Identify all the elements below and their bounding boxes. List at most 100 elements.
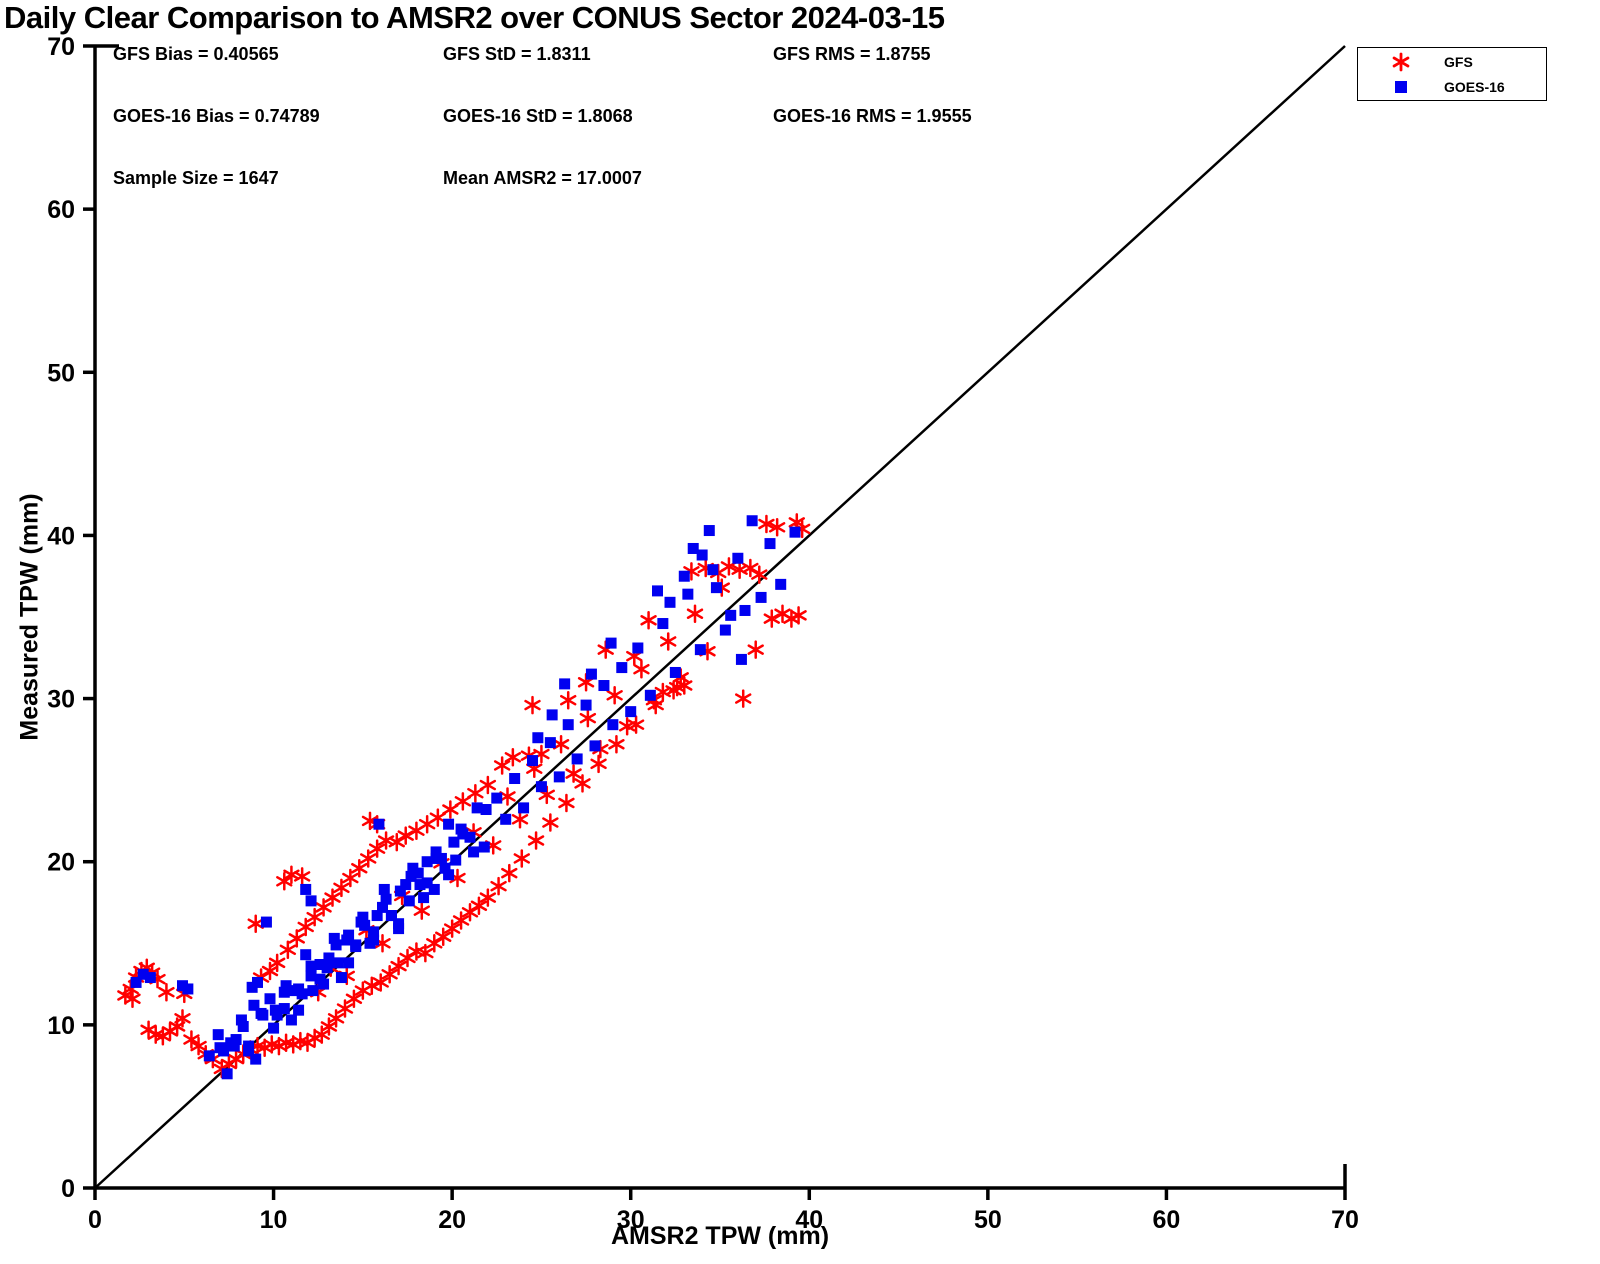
- gfs-point: [293, 867, 311, 886]
- gfs-point: [527, 831, 545, 850]
- goes16-point: [707, 564, 719, 576]
- goes16-point: [225, 1037, 237, 1049]
- goes16-point: [332, 957, 344, 969]
- gfs-point: [524, 695, 541, 715]
- gfs-point: [342, 868, 359, 888]
- goes16-point: [300, 883, 312, 895]
- goes16-point: [664, 596, 676, 608]
- goes16-point: [491, 792, 503, 804]
- gfs-point: [542, 813, 559, 832]
- goes16-point: [323, 952, 335, 964]
- x-tick-label: 0: [88, 1206, 102, 1234]
- goes16-point: [735, 653, 747, 665]
- stat-mean-amsr2: Mean AMSR2 = 17.0007: [443, 168, 642, 188]
- goes16-point: [443, 869, 455, 881]
- goes16-point: [314, 958, 326, 970]
- gfs-point: [590, 754, 607, 774]
- goes16-point: [268, 1022, 280, 1034]
- goes16-point: [562, 719, 574, 731]
- goes16-point: [371, 910, 383, 922]
- goes16-point: [405, 870, 417, 882]
- goes16-point: [335, 972, 347, 984]
- gfs-point: [429, 808, 447, 827]
- goes16-point: [559, 678, 571, 690]
- x-tick-label: 40: [795, 1206, 823, 1234]
- gfs-point: [501, 863, 518, 883]
- goes16-point: [307, 985, 319, 997]
- goes16-point: [725, 609, 737, 621]
- gfs-point: [351, 858, 368, 878]
- gfs-point: [479, 888, 497, 907]
- gfs-point: [511, 810, 529, 829]
- gfs-point: [327, 1009, 345, 1028]
- goes16-point: [144, 972, 156, 984]
- goes16-point: [500, 813, 512, 825]
- gfs-point: [774, 604, 791, 623]
- goes16-point: [400, 879, 412, 891]
- gfs-point: [490, 876, 507, 896]
- goes16-point: [305, 895, 317, 907]
- gfs-point: [470, 896, 488, 916]
- goes16-point: [532, 732, 544, 744]
- goes16-point: [739, 604, 751, 616]
- goes16-point: [421, 877, 433, 889]
- y-tick-label: 60: [47, 196, 75, 224]
- stat-goes16-rms: GOES-16 RMS = 1.9555: [773, 106, 972, 126]
- gfs-point: [372, 973, 389, 992]
- gfs-point: [608, 735, 625, 754]
- gfs-point: [360, 849, 377, 868]
- gfs-point: [306, 907, 323, 927]
- goes16-point: [657, 618, 669, 630]
- goes16-point: [703, 525, 715, 537]
- goes16-point: [255, 1007, 267, 1019]
- axes: [93, 44, 1347, 1190]
- gfs-point: [558, 793, 575, 813]
- goes16-point: [428, 883, 440, 895]
- tick-labels: 0 10 20 30 40 50 60 70 0 10 20 30 40 50 60 70: [47, 33, 1359, 1234]
- goes16-point: [616, 662, 628, 674]
- goes16-point: [443, 818, 455, 830]
- goes16-point: [450, 854, 462, 866]
- gfs-point: [315, 898, 332, 917]
- gfs-point: [247, 914, 264, 933]
- gfs-point: [183, 1030, 200, 1049]
- y-axis-label: Measured TPW (mm): [15, 493, 44, 741]
- goes16-point: [719, 624, 731, 636]
- series-goes-16: [130, 515, 801, 1080]
- gfs-point: [408, 821, 425, 840]
- goes16-point: [221, 1068, 233, 1080]
- goes16-point: [182, 983, 194, 995]
- goes16-point: [464, 831, 476, 843]
- gfs-point: [552, 735, 570, 754]
- goes16-point: [293, 1004, 305, 1016]
- goes16-point: [218, 1045, 230, 1057]
- y-tick-label: 50: [47, 359, 75, 387]
- goes16-point: [455, 823, 467, 835]
- gfs-point: [268, 953, 286, 973]
- gfs-asterisk-glyph: [1392, 52, 1410, 71]
- goes16-point: [330, 939, 342, 951]
- gfs-point: [660, 632, 677, 651]
- gfs-point: [345, 989, 363, 1008]
- goes16-point: [710, 582, 722, 594]
- goes16-point: [598, 680, 610, 692]
- goes16-point: [580, 699, 592, 711]
- gfs-point: [452, 911, 470, 930]
- goes16-point: [732, 552, 744, 564]
- gfs-point: [768, 518, 786, 537]
- goes16-point: [687, 542, 699, 554]
- goes16-point: [235, 1014, 247, 1026]
- x-tick-label: 20: [438, 1206, 466, 1234]
- stat-gfs-bias: GFS Bias = 0.40565: [113, 44, 279, 64]
- goes16-point: [480, 804, 492, 816]
- gfs-point: [560, 690, 577, 710]
- gfs-point: [493, 756, 511, 775]
- stat-goes16-std: GOES-16 StD = 1.8068: [443, 106, 633, 126]
- tick-marks: [83, 44, 1347, 1200]
- goes16-point: [527, 755, 538, 767]
- goes16-point: [694, 644, 706, 656]
- goes16-point: [350, 941, 362, 953]
- goes16-point: [287, 985, 299, 997]
- stat-gfs-rms: GFS RMS = 1.8755: [773, 44, 931, 64]
- goes16-point: [652, 585, 663, 597]
